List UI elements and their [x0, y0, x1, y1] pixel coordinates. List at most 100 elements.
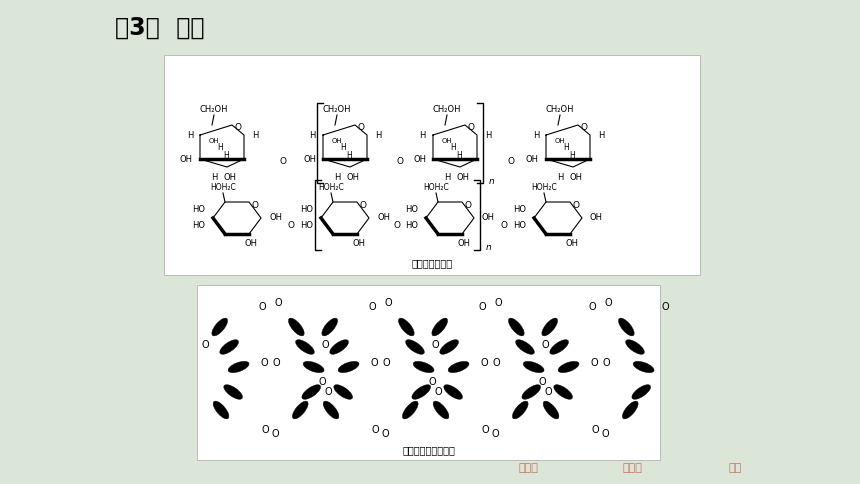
Text: O: O [588, 302, 596, 312]
Text: n: n [486, 243, 492, 253]
Ellipse shape [302, 385, 321, 399]
Text: O: O [280, 157, 287, 166]
Text: O: O [261, 358, 267, 368]
Text: O: O [491, 429, 499, 439]
Text: HOH₂C: HOH₂C [318, 183, 344, 193]
Ellipse shape [432, 318, 447, 336]
Text: H: H [334, 172, 341, 182]
Text: HO: HO [300, 206, 313, 214]
Text: O: O [359, 201, 366, 211]
Ellipse shape [522, 385, 541, 399]
Text: 直链淀粉的结构: 直链淀粉的结构 [411, 258, 452, 268]
Text: HOH₂C: HOH₂C [210, 183, 236, 193]
Text: OH: OH [566, 240, 579, 248]
Text: O: O [508, 157, 515, 166]
Text: H: H [346, 151, 352, 160]
Text: OH: OH [413, 154, 426, 164]
Text: OH: OH [526, 154, 539, 164]
Ellipse shape [633, 362, 654, 373]
Text: OH: OH [269, 213, 282, 223]
Text: H: H [450, 142, 456, 151]
Text: O: O [318, 377, 326, 387]
Text: CH₂OH: CH₂OH [433, 106, 461, 115]
Text: H: H [598, 131, 605, 139]
Ellipse shape [513, 401, 528, 419]
Text: CH₂OH: CH₂OH [200, 106, 228, 115]
FancyBboxPatch shape [164, 55, 700, 275]
Text: 下一页: 下一页 [622, 463, 642, 473]
Ellipse shape [523, 362, 544, 373]
Ellipse shape [544, 401, 559, 419]
Ellipse shape [212, 318, 228, 336]
Text: O: O [372, 425, 378, 435]
Text: O: O [428, 377, 436, 387]
Text: O: O [271, 429, 279, 439]
Text: O: O [324, 387, 332, 397]
Text: n: n [489, 177, 494, 185]
Text: OH: OH [332, 138, 342, 144]
Ellipse shape [334, 385, 353, 399]
Text: 第3节  多糖: 第3节 多糖 [115, 16, 205, 40]
Text: O: O [368, 302, 376, 312]
Text: OH: OH [458, 240, 470, 248]
Text: O: O [381, 429, 389, 439]
Ellipse shape [228, 362, 249, 373]
Text: O: O [492, 358, 500, 368]
Text: O: O [573, 201, 580, 211]
Text: OH: OH [569, 172, 582, 182]
Text: H: H [223, 151, 229, 160]
Ellipse shape [623, 401, 638, 419]
Ellipse shape [323, 401, 339, 419]
Text: HO: HO [405, 206, 418, 214]
Text: OH: OH [303, 154, 316, 164]
Ellipse shape [444, 385, 463, 399]
Text: OH: OH [347, 172, 359, 182]
Text: OH: OH [590, 213, 603, 223]
Ellipse shape [625, 340, 644, 354]
Ellipse shape [402, 401, 418, 419]
Text: O: O [201, 340, 209, 350]
Text: OH: OH [224, 172, 236, 182]
Text: OH: OH [457, 172, 470, 182]
Ellipse shape [406, 340, 424, 354]
Text: O: O [590, 358, 598, 368]
Text: HOH₂C: HOH₂C [531, 183, 557, 193]
Text: O: O [274, 298, 282, 308]
Text: 上一页: 上一页 [519, 463, 539, 473]
Ellipse shape [632, 385, 651, 399]
Ellipse shape [516, 340, 534, 354]
Ellipse shape [550, 340, 568, 354]
Text: O: O [434, 387, 442, 397]
FancyBboxPatch shape [197, 285, 660, 460]
Text: H: H [375, 131, 381, 139]
Text: O: O [396, 157, 403, 166]
Text: O: O [272, 358, 280, 368]
Text: 返回: 返回 [728, 463, 742, 473]
Text: H: H [211, 172, 218, 182]
Text: O: O [661, 302, 669, 312]
Text: H: H [217, 142, 223, 151]
Text: H: H [569, 151, 574, 160]
Ellipse shape [338, 362, 359, 373]
Text: H: H [187, 131, 193, 139]
Ellipse shape [554, 385, 573, 399]
Text: O: O [464, 201, 471, 211]
Ellipse shape [412, 385, 431, 399]
Text: HO: HO [513, 222, 526, 230]
Text: H: H [340, 142, 346, 151]
Text: HO: HO [192, 206, 205, 214]
Text: O: O [394, 222, 401, 230]
Text: O: O [321, 340, 329, 350]
Ellipse shape [558, 362, 579, 373]
Text: H: H [310, 131, 316, 139]
Text: O: O [580, 123, 587, 133]
Text: O: O [538, 377, 546, 387]
Text: CH₂OH: CH₂OH [322, 106, 351, 115]
Ellipse shape [398, 318, 415, 336]
Text: H: H [485, 131, 491, 139]
Text: H: H [252, 131, 258, 139]
Text: O: O [478, 302, 486, 312]
Text: O: O [468, 123, 475, 133]
Text: OH: OH [209, 138, 219, 144]
Ellipse shape [288, 318, 304, 336]
